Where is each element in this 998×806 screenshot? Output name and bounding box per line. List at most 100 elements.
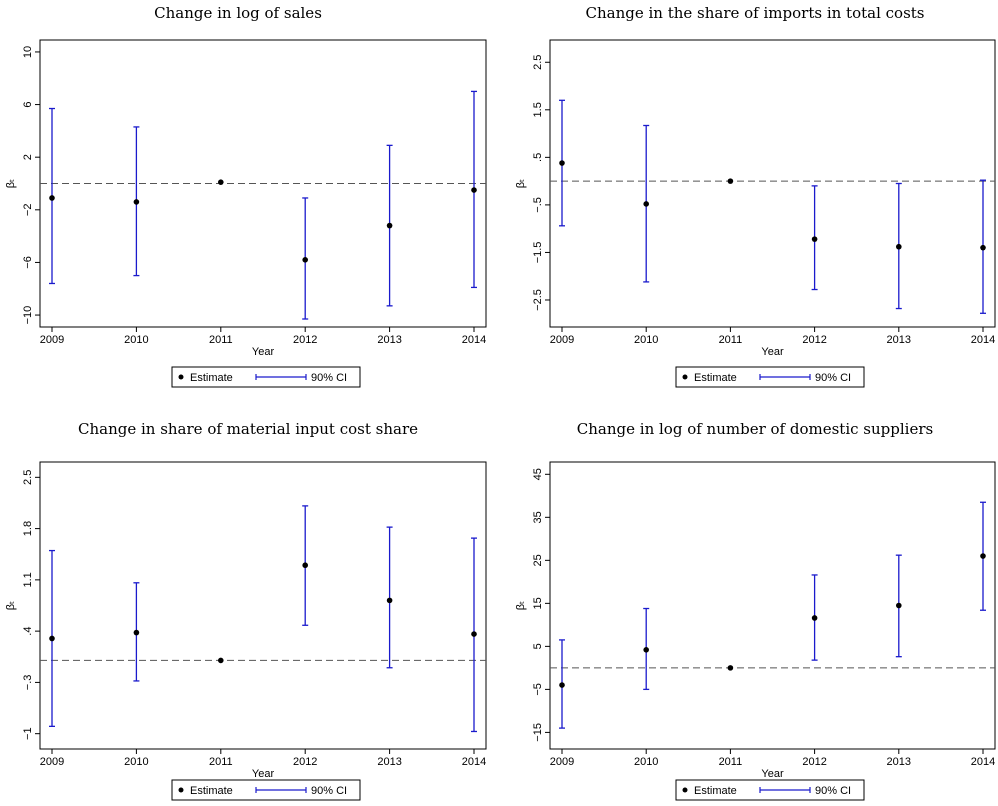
y-tick-label: 2.5 xyxy=(22,470,34,485)
y-axis-label: βₜ xyxy=(515,179,527,189)
chart-title: Change in the share of imports in total … xyxy=(585,4,924,22)
legend-ci-label: 90% CI xyxy=(311,372,347,384)
x-tick-label: 2011 xyxy=(719,334,743,346)
legend-estimate-label: Estimate xyxy=(190,785,233,797)
plot-frame xyxy=(549,39,996,328)
chart-panel-4: Change in log of number of domestic supp… xyxy=(515,420,996,801)
legend: Estimate 90% CI xyxy=(171,366,361,388)
estimate-point xyxy=(471,187,477,193)
legend-estimate-marker xyxy=(682,787,688,793)
x-tick-label: 2009 xyxy=(550,334,574,346)
legend-estimate-label: Estimate xyxy=(694,372,737,384)
x-tick-label: 2013 xyxy=(377,334,401,346)
y-tick-label: −1 xyxy=(22,727,34,740)
estimate-point xyxy=(811,236,818,242)
x-tick-label: 2013 xyxy=(887,756,911,768)
ci-bar xyxy=(386,526,393,669)
y-tick-label: −2 xyxy=(22,204,34,217)
chart-panel-3: Change in share of material input cost s… xyxy=(5,420,487,801)
x-tick-label: 2014 xyxy=(462,334,486,346)
x-tick-label: 2009 xyxy=(550,756,574,768)
x-tick-label: 2009 xyxy=(40,334,64,346)
legend-ci-label: 90% CI xyxy=(815,372,851,384)
y-axis-label: βₜ xyxy=(515,601,527,611)
legend-ci-label: 90% CI xyxy=(815,785,851,797)
y-tick-label: −1.5 xyxy=(532,242,544,264)
y-tick-label: 10 xyxy=(22,46,34,58)
estimate-point xyxy=(559,160,565,166)
estimate-point xyxy=(386,222,393,229)
legend-estimate-label: Estimate xyxy=(694,785,737,797)
y-tick-label: 45 xyxy=(532,468,544,480)
y-tick-label: 2 xyxy=(22,154,34,160)
estimate-point xyxy=(133,629,140,636)
estimate-point xyxy=(896,243,902,250)
estimate-point xyxy=(559,682,565,688)
estimate-point xyxy=(218,179,224,185)
plot-frame xyxy=(549,461,996,750)
estimate-point xyxy=(811,615,818,621)
y-tick-label: 1.8 xyxy=(22,521,34,536)
x-tick-label: 2012 xyxy=(293,756,317,768)
x-tick-label: 2014 xyxy=(971,334,995,346)
x-axis-label: Year xyxy=(252,346,275,358)
estimate-point xyxy=(471,631,477,637)
estimate-point xyxy=(643,647,649,653)
x-tick-label: 2010 xyxy=(124,756,148,768)
y-tick-label: −5 xyxy=(532,683,544,696)
x-tick-label: 2010 xyxy=(634,756,658,768)
x-tick-label: 2009 xyxy=(40,756,64,768)
chart-title: Change in log of sales xyxy=(154,4,322,22)
legend-estimate-marker xyxy=(682,374,688,380)
estimate-point xyxy=(980,244,986,251)
y-tick-label: −.5 xyxy=(532,197,544,213)
estimate-point xyxy=(49,635,55,642)
y-tick-label: −6 xyxy=(22,256,34,269)
chart-panel-2: Change in the share of imports in total … xyxy=(515,4,996,388)
legend-estimate-marker xyxy=(178,787,184,793)
chart-panel-1: Change in log of sales βₜ 10 6 2 −2 −6 −10 2009 2… xyxy=(5,4,487,388)
y-tick-label: −2.5 xyxy=(532,289,544,311)
y-tick-label: −15 xyxy=(532,723,544,742)
estimate-point xyxy=(218,657,224,664)
x-tick-label: 2011 xyxy=(209,334,233,346)
estimate-point xyxy=(302,562,309,569)
legend-estimate-marker xyxy=(178,374,184,380)
y-axis-label: βₜ xyxy=(5,179,17,189)
x-tick-label: 2014 xyxy=(462,756,486,768)
legend-estimate-label: Estimate xyxy=(190,372,233,384)
x-tick-label: 2012 xyxy=(802,756,826,768)
y-tick-label: 1.1 xyxy=(22,572,34,587)
x-axis-label: Year xyxy=(761,346,784,358)
y-tick-label: .5 xyxy=(532,153,544,162)
estimate-point xyxy=(727,665,734,671)
legend: Estimate 90% CI xyxy=(171,779,361,801)
chart-title: Change in share of material input cost s… xyxy=(78,420,418,438)
estimate-point xyxy=(49,195,55,201)
y-tick-label: 2.5 xyxy=(532,55,544,70)
x-tick-label: 2012 xyxy=(802,334,826,346)
estimate-point xyxy=(643,201,649,207)
estimate-point xyxy=(386,597,393,604)
x-tick-label: 2010 xyxy=(124,334,148,346)
plot-frame xyxy=(39,461,487,750)
x-tick-label: 2013 xyxy=(377,756,401,768)
x-axis-label: Year xyxy=(252,768,275,780)
legend: Estimate 90% CI xyxy=(675,779,865,801)
estimate-point xyxy=(980,553,986,559)
estimate-point xyxy=(302,257,309,263)
x-axis-label: Year xyxy=(761,768,784,780)
x-tick-label: 2010 xyxy=(634,334,658,346)
x-tick-label: 2012 xyxy=(293,334,317,346)
chart-title: Change in log of number of domestic supp… xyxy=(577,420,933,438)
legend-ci-label: 90% CI xyxy=(311,785,347,797)
y-tick-label: 1.5 xyxy=(532,102,544,117)
y-tick-label: 5 xyxy=(532,643,544,649)
y-tick-label: 15 xyxy=(532,597,544,609)
y-tick-label: 6 xyxy=(22,102,34,108)
estimate-point xyxy=(727,178,734,184)
y-tick-label: −10 xyxy=(22,306,34,325)
x-tick-label: 2013 xyxy=(887,334,911,346)
legend: Estimate 90% CI xyxy=(675,366,865,388)
